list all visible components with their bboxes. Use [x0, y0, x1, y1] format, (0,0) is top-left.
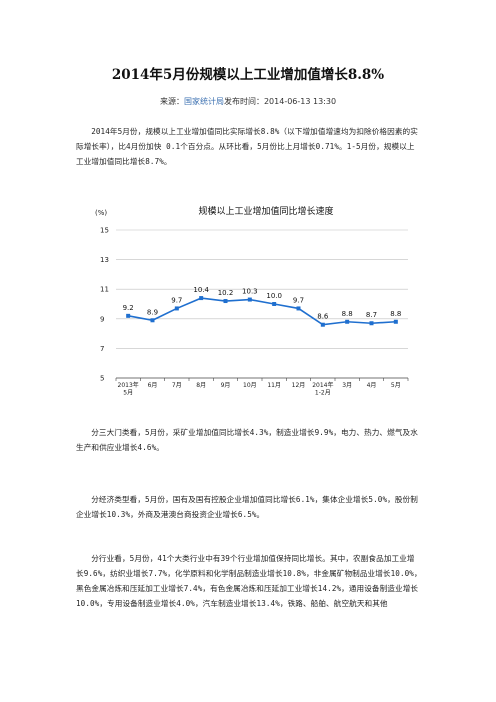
- paragraph-ownership: 分经济类型看，5月份，国有及国有控股企业增加值同比增长6.1%，集体企业增长5.…: [76, 495, 418, 519]
- data-point: [223, 299, 228, 304]
- data-point: [272, 302, 277, 306]
- data-point: [174, 306, 179, 311]
- x-tick-label: 4月: [367, 382, 377, 389]
- y-tick-label: 9: [100, 315, 104, 323]
- x-tick-label: 9月: [221, 382, 231, 389]
- data-point: [126, 313, 131, 318]
- data-point: [296, 306, 301, 311]
- x-tick-label: 7月: [172, 382, 182, 389]
- series-line: [128, 297, 396, 326]
- chart-grid: [116, 229, 408, 349]
- chart-series: [126, 296, 398, 327]
- data-label: 8.6: [317, 313, 329, 321]
- paragraph-industries: 分行业看，5月份，41个大类行业中有39个行业增加值保持同比增长。其中，农副食品…: [76, 554, 422, 608]
- source-link[interactable]: 国家统计局: [183, 97, 224, 106]
- y-tick-label: 7: [100, 345, 104, 353]
- source-prefix: 来源：: [159, 97, 184, 106]
- y-tick-label: 11: [100, 286, 109, 294]
- growth-chart-svg: (%) 规模以上工业增加值同比增长速度 5 7 9 11 13 15 2013年 5月 6月 7月…: [95, 205, 409, 397]
- x-tick-label: 2014年 1-2月: [312, 381, 333, 397]
- y-tick-label: 5: [100, 375, 104, 383]
- chart-axes: 5 7 9 11 13 15 2013年 5月 6月 7月 8月 9月 10月 11月 12月 2014年 1-…: [100, 227, 409, 397]
- publish-label: 发布时间：: [223, 97, 264, 106]
- data-point: [199, 296, 204, 301]
- paragraph-sectors: 分三大门类看，5月份，采矿业增加值同比增长4.3%，制造业增长9.9%，电力、热…: [76, 428, 418, 452]
- x-tick-label: 2013年 5月: [118, 381, 139, 397]
- y-tick-label: 13: [100, 256, 109, 264]
- data-label: 10.0: [266, 292, 282, 300]
- x-tick-label: 11月: [267, 382, 281, 389]
- x-tick-label: 12月: [292, 382, 306, 389]
- x-tick-label: 5月: [391, 382, 401, 389]
- data-label: 8.9: [147, 308, 158, 316]
- y-tick-label: 15: [100, 227, 109, 235]
- data-label: 9.7: [171, 296, 182, 304]
- data-point: [393, 319, 398, 324]
- data-label: 8.7: [366, 311, 377, 319]
- chart-data-labels: 9.2 8.9 9.7 10.4 10.2 10.3 10.0 9.7 8.6 8.8 8.7 8.8: [123, 286, 402, 321]
- article-source-line: 来源：国家统计局发布时间：2014-06-13 13:30: [0, 96, 496, 107]
- data-point: [150, 318, 155, 323]
- data-label: 9.2: [123, 304, 134, 312]
- x-tick-label: 6月: [148, 382, 158, 389]
- data-point: [320, 322, 325, 327]
- chart-title: 规模以上工业增加值同比增长速度: [198, 205, 333, 217]
- data-label: 10.4: [193, 286, 209, 294]
- data-label: 8.8: [342, 310, 353, 318]
- growth-chart: (%) 规模以上工业增加值同比增长速度 5 7 9 11 13 15 2013年 5月 6月 7月…: [86, 198, 416, 408]
- data-point: [369, 321, 374, 326]
- chart-ylabel: (%): [95, 209, 107, 217]
- data-point: [247, 297, 252, 302]
- article-title: 2014年5月份规模以上工业增加值增长8.8%: [111, 67, 385, 83]
- data-label: 10.2: [218, 289, 234, 297]
- x-tick-label: 10月: [243, 382, 257, 389]
- x-tick-label: 3月: [342, 382, 352, 389]
- x-tick-label: 8月: [196, 382, 206, 389]
- paragraph-summary: 2014年5月份，规模以上工业增加值同比实际增长8.8%（以下增加值增速均为扣除…: [76, 127, 418, 166]
- data-label: 8.8: [390, 310, 401, 318]
- data-label: 10.3: [242, 288, 258, 296]
- data-point: [345, 319, 350, 324]
- publish-time: 2014-06-13 13:30: [263, 97, 337, 106]
- data-label: 9.7: [293, 296, 304, 304]
